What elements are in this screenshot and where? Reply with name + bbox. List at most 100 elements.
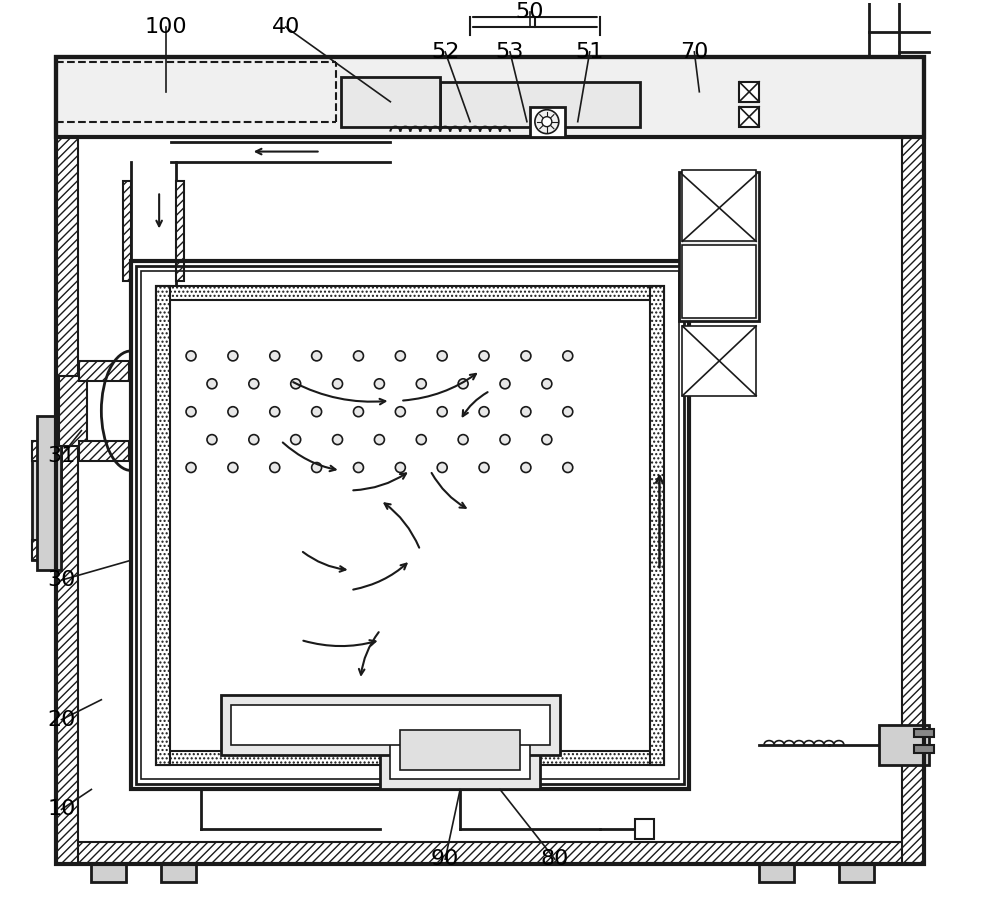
Circle shape	[186, 351, 196, 361]
Bar	[136, 267, 684, 785]
Circle shape	[374, 379, 384, 389]
Bar	[914, 729, 934, 737]
Circle shape	[395, 407, 405, 416]
Text: 40: 40	[272, 17, 300, 37]
Text: 50: 50	[516, 2, 544, 22]
Circle shape	[744, 263, 750, 269]
Circle shape	[730, 263, 736, 269]
Circle shape	[353, 462, 363, 472]
Bar	[161, 864, 196, 882]
Bar	[390, 720, 530, 779]
Circle shape	[702, 283, 708, 289]
Circle shape	[563, 407, 573, 416]
Circle shape	[395, 351, 405, 361]
Circle shape	[353, 351, 363, 361]
Circle shape	[542, 379, 552, 389]
Bar	[141, 271, 679, 779]
Circle shape	[312, 462, 322, 472]
Bar	[902, 57, 924, 864]
Bar	[123, 181, 131, 281]
Circle shape	[270, 462, 280, 472]
Circle shape	[186, 407, 196, 416]
Bar	[739, 107, 759, 127]
Text: 31: 31	[47, 446, 76, 466]
Bar	[156, 286, 170, 765]
Circle shape	[535, 109, 559, 133]
Bar	[440, 82, 640, 127]
Circle shape	[333, 435, 343, 445]
Bar	[79, 361, 129, 380]
Bar	[79, 440, 129, 460]
Circle shape	[744, 283, 750, 289]
Circle shape	[688, 303, 694, 309]
Circle shape	[333, 379, 343, 389]
Circle shape	[249, 435, 259, 445]
Circle shape	[730, 283, 736, 289]
Bar	[56, 57, 924, 137]
Bar	[56, 57, 924, 864]
Circle shape	[186, 462, 196, 472]
Bar	[56, 842, 924, 864]
Circle shape	[437, 407, 447, 416]
Circle shape	[500, 379, 510, 389]
Bar	[682, 169, 756, 242]
Bar	[56, 57, 78, 864]
Circle shape	[479, 407, 489, 416]
Circle shape	[437, 351, 447, 361]
Circle shape	[688, 283, 694, 289]
Circle shape	[542, 117, 552, 127]
Circle shape	[395, 462, 405, 472]
Bar	[59, 376, 87, 446]
Text: 80: 80	[541, 849, 569, 869]
Circle shape	[458, 435, 468, 445]
Circle shape	[270, 407, 280, 416]
Circle shape	[702, 263, 708, 269]
Text: 20: 20	[47, 709, 76, 730]
Text: 70: 70	[680, 42, 709, 62]
Circle shape	[353, 407, 363, 416]
Circle shape	[249, 379, 259, 389]
Circle shape	[688, 263, 694, 269]
Bar	[91, 864, 126, 882]
Circle shape	[716, 263, 722, 269]
Circle shape	[500, 435, 510, 445]
Circle shape	[542, 435, 552, 445]
Bar	[759, 864, 794, 882]
Circle shape	[228, 462, 238, 472]
Circle shape	[521, 351, 531, 361]
Circle shape	[416, 379, 426, 389]
Circle shape	[563, 462, 573, 472]
Circle shape	[744, 303, 750, 309]
Bar	[530, 107, 565, 137]
Bar	[56, 62, 336, 121]
Circle shape	[479, 351, 489, 361]
Bar	[221, 695, 560, 754]
Bar	[176, 181, 184, 281]
Circle shape	[270, 351, 280, 361]
Bar	[650, 286, 664, 765]
Circle shape	[730, 303, 736, 309]
Bar	[156, 751, 664, 765]
Circle shape	[479, 462, 489, 472]
Circle shape	[458, 379, 468, 389]
Text: 10: 10	[47, 800, 76, 820]
Bar	[56, 57, 924, 79]
Bar	[839, 864, 874, 882]
Text: 90: 90	[431, 849, 459, 869]
Text: 51: 51	[576, 42, 604, 62]
Bar	[914, 744, 934, 753]
Circle shape	[716, 283, 722, 289]
Circle shape	[291, 435, 301, 445]
Bar	[635, 820, 654, 839]
Circle shape	[312, 351, 322, 361]
Bar	[131, 261, 689, 789]
Bar	[37, 415, 61, 570]
Bar	[231, 705, 550, 744]
Bar	[739, 82, 759, 102]
Circle shape	[416, 435, 426, 445]
Text: 100: 100	[145, 17, 187, 37]
Circle shape	[521, 462, 531, 472]
Circle shape	[563, 351, 573, 361]
Bar	[341, 77, 440, 127]
Text: 53: 53	[496, 42, 524, 62]
